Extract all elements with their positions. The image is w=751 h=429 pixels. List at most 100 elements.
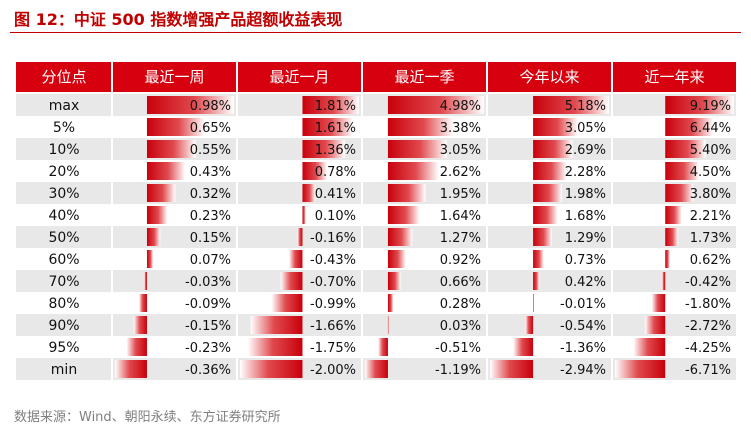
data-bar	[133, 316, 147, 334]
cell-value: -2.94%	[560, 363, 606, 378]
cell-value: 2.62%	[440, 165, 481, 180]
data-bar	[665, 118, 714, 136]
data-bar	[644, 316, 666, 334]
cell-value: 0.43%	[190, 165, 231, 180]
data-bar	[302, 118, 353, 136]
column-header: 最近一月	[269, 68, 329, 86]
cell-value: 2.28%	[565, 165, 606, 180]
data-bar	[615, 360, 666, 378]
data-bar	[247, 338, 303, 356]
data-bar	[387, 250, 406, 268]
cell-value: -0.16%	[310, 231, 356, 246]
row-label: 5%	[53, 120, 75, 136]
cell-value: -1.80%	[685, 297, 731, 312]
data-bar	[302, 140, 345, 158]
cell-value: 5.18%	[565, 99, 606, 114]
data-bar	[302, 184, 316, 202]
data-bar	[240, 360, 303, 378]
data-bar	[302, 206, 306, 224]
cell-value: -6.71%	[685, 363, 731, 378]
data-bar	[532, 294, 534, 312]
cell-values: 0.98% 1.81% 4.98% 5.18% 9.19% 0.65% 1.61% 3.38%…	[185, 99, 731, 378]
source-note: 数据来源：Wind、朝阳永续、东方证券研究所	[14, 410, 281, 425]
data-bar	[387, 118, 454, 136]
cell-value: -0.03%	[185, 275, 231, 290]
cell-value: 3.38%	[440, 121, 481, 136]
data-bar	[126, 338, 147, 356]
data-bar	[665, 140, 706, 158]
column-header: 最近一季	[394, 68, 454, 86]
cell-value: 1.98%	[565, 187, 606, 202]
cell-value: 0.65%	[190, 121, 231, 136]
data-bar	[378, 338, 388, 356]
cell-value: -0.36%	[185, 363, 231, 378]
data-bar	[533, 140, 573, 158]
data-bar	[490, 360, 534, 378]
cell-value: 5.40%	[690, 143, 731, 158]
cell-value: -0.43%	[310, 253, 356, 268]
row-label: 60%	[48, 252, 79, 268]
row-label: 30%	[48, 186, 79, 202]
data-bar	[302, 96, 359, 114]
data-bar	[533, 206, 558, 224]
data-bar	[146, 96, 234, 114]
cell-value: 0.66%	[440, 275, 481, 290]
row-label: 40%	[48, 208, 79, 224]
data-bar	[271, 294, 303, 312]
cell-value: -0.42%	[685, 275, 731, 290]
data-bars	[115, 96, 734, 378]
cell-value: 1.29%	[565, 231, 606, 246]
cell-value: 0.62%	[690, 253, 731, 268]
data-bar	[665, 206, 682, 224]
row-stripe	[16, 226, 737, 248]
data-bar	[387, 96, 484, 114]
row-label: 90%	[48, 318, 79, 334]
cell-value: -0.99%	[310, 297, 356, 312]
data-bar	[115, 360, 147, 378]
data-bar	[651, 294, 666, 312]
column-header: 近一年来	[644, 68, 704, 86]
cell-value: 1.61%	[315, 121, 356, 136]
data-bar	[144, 272, 147, 290]
cell-value: 3.80%	[690, 187, 731, 202]
row-label: 95%	[48, 340, 79, 356]
cell-value: 0.78%	[315, 165, 356, 180]
data-bar	[533, 184, 563, 202]
cell-value: 0.92%	[440, 253, 481, 268]
data-bar	[665, 96, 734, 114]
cell-value: -2.00%	[310, 363, 356, 378]
row-label: min	[51, 362, 77, 378]
data-bar	[533, 228, 552, 246]
data-bar	[146, 162, 186, 180]
cell-value: 0.23%	[190, 209, 231, 224]
data-bar	[289, 250, 303, 268]
cell-value: 1.36%	[315, 143, 356, 158]
data-bar	[665, 250, 670, 268]
data-bar	[387, 272, 401, 290]
figure-title: 图 12：中证 500 指数增强产品超额收益表现	[14, 10, 343, 29]
cell-value: 0.42%	[565, 275, 606, 290]
data-bar	[387, 206, 420, 224]
data-bar	[138, 294, 147, 312]
row-label: 50%	[48, 230, 79, 246]
data-bar	[280, 272, 303, 290]
data-bar	[365, 360, 388, 378]
cell-value: -0.51%	[435, 341, 481, 356]
cell-value: 0.55%	[190, 143, 231, 158]
row-stripe	[16, 94, 737, 116]
data-bar	[302, 162, 327, 180]
data-bar	[387, 140, 447, 158]
row-stripe	[16, 182, 737, 204]
column-header: 最近一周	[144, 68, 204, 86]
data-bar	[533, 250, 544, 268]
data-bar	[633, 338, 666, 356]
row-labels: max 5% 10% 20% 30% 40% 50% 60% 70% 80% 90% 95% min	[48, 98, 79, 378]
data-bar	[250, 316, 303, 334]
cell-value: 0.28%	[440, 297, 481, 312]
data-bar	[387, 294, 394, 312]
data-bar	[665, 162, 699, 180]
cell-value: -1.75%	[310, 341, 356, 356]
row-stripes	[16, 94, 737, 380]
data-bar	[387, 162, 439, 180]
